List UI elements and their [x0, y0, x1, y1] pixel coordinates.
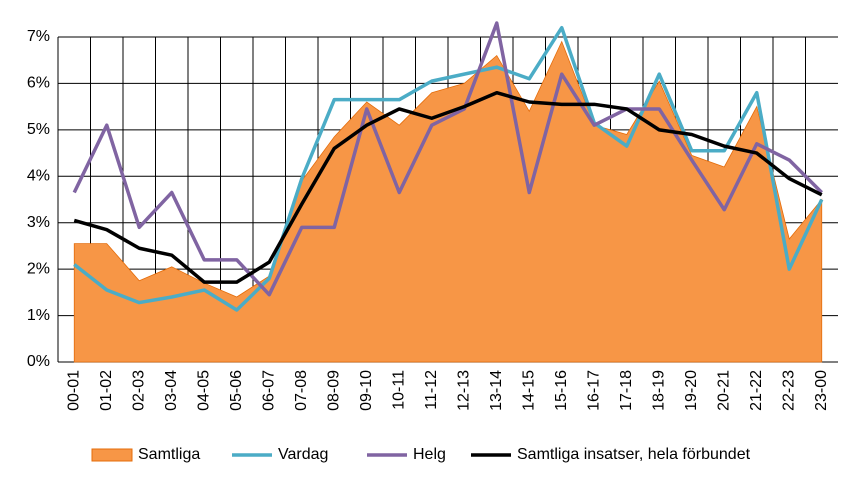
x-tick-label: 16-17: [585, 370, 602, 411]
x-tick-label: 05-06: [228, 370, 245, 411]
legend-label: Samtliga: [138, 446, 200, 463]
line: [73, 25, 824, 312]
x-tick-label: 07-08: [293, 370, 310, 411]
x-tick-label: 20-21: [715, 370, 732, 411]
x-tick-label: 18-19: [650, 370, 667, 411]
y-tick-label: 1%: [27, 307, 50, 324]
x-tick-label: 11-12: [423, 370, 440, 410]
y-tick-label: 0%: [27, 353, 50, 370]
x-tick-label: 06-07: [260, 370, 277, 411]
area: [73, 40, 823, 363]
x-tick-label: 14-15: [520, 370, 537, 411]
line: [73, 90, 823, 284]
legend-label: Helg: [413, 446, 446, 463]
x-tick-label: 03-04: [163, 370, 180, 411]
x-tick-label: 02-03: [130, 370, 147, 411]
y-tick-label: 3%: [27, 214, 50, 231]
y-tick-label: 4%: [27, 168, 50, 185]
x-tick-label: 19-20: [683, 370, 700, 411]
x-tick-label: 23-00: [813, 370, 830, 411]
x-tick-label: 12-13: [455, 370, 472, 411]
x-tick-label: 00-01: [65, 370, 82, 411]
legend-label: Vardag: [278, 446, 328, 463]
x-tick-label: 15-16: [553, 370, 570, 411]
legend-label: Samtliga insatser, hela förbundet: [517, 446, 751, 463]
y-tick-label: 6%: [27, 75, 50, 92]
y-tick-label: 7%: [27, 28, 50, 45]
x-tick-label: 13-14: [488, 370, 505, 411]
x-tick-label: 04-05: [195, 370, 212, 411]
x-tick-label: 21-22: [748, 370, 765, 411]
legend-swatch: [91, 448, 133, 462]
x-tick-label: 01-02: [98, 370, 115, 411]
y-tick-label: 5%: [27, 121, 50, 138]
x-tick-label: 09-10: [358, 370, 375, 411]
y-tick-label: 2%: [27, 260, 50, 277]
x-tick-label: 22-23: [780, 370, 797, 411]
x-tick-label: 10-11: [390, 370, 407, 410]
line: [72, 21, 823, 297]
x-tick-label: 17-18: [618, 370, 635, 411]
x-tick-label: 08-09: [325, 370, 342, 411]
